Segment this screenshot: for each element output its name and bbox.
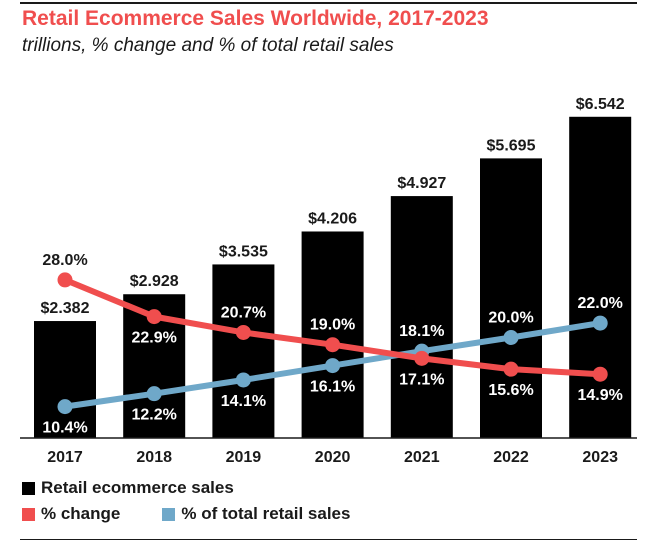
share-point-2022 [503, 330, 519, 345]
change-label-2019: 20.7% [221, 304, 266, 321]
legend-swatch-share [162, 507, 176, 521]
change-point-2023 [592, 366, 608, 382]
share-label-2019: 14.1% [221, 393, 266, 410]
share-label-2018: 12.2% [132, 407, 177, 424]
legend-row-2: % change % of total retail sales [22, 504, 392, 524]
change-label-2017: 28.0% [42, 252, 87, 269]
legend-label-share: % of total retail sales [181, 504, 351, 523]
legend-item-sales: Retail ecommerce sales [22, 478, 234, 498]
bar-label-2021: $4.927 [397, 175, 446, 192]
chart-title: Retail Ecommerce Sales Worldwide, 2017-2… [22, 7, 489, 30]
change-point-2021 [414, 350, 430, 366]
bar-label-2023: $6.542 [576, 96, 625, 113]
share-point-2018 [146, 386, 162, 402]
change-point-2018 [146, 309, 162, 325]
bar-2021 [390, 196, 453, 438]
bar-label-2022: $5.695 [487, 137, 536, 154]
share-point-2017 [57, 399, 73, 415]
x-tick-label-2021: 2021 [404, 449, 440, 466]
legend-label-sales: Retail ecommerce sales [41, 478, 234, 497]
legend-item-change: % change [22, 504, 120, 524]
x-tick-label-2020: 2020 [315, 449, 351, 466]
change-point-2019 [235, 324, 251, 340]
share-label-2022: 20.0% [488, 310, 533, 327]
share-point-2020 [325, 358, 341, 374]
x-tick-label-2019: 2019 [226, 449, 262, 466]
bar-label-2019: $3.535 [219, 243, 268, 260]
bar-2022 [480, 158, 542, 439]
legend-swatch-change [22, 507, 35, 521]
bar-2023 [569, 116, 632, 438]
bar-label-2018: $2.928 [130, 273, 179, 290]
legend-label-change: % change [41, 504, 121, 523]
change-point-2022 [503, 361, 519, 377]
x-tick-label-2023: 2023 [582, 449, 618, 466]
legend-item-share: % of total retail sales [162, 504, 350, 524]
change-label-2021: 17.1% [399, 371, 444, 388]
top-rule [20, 2, 637, 4]
change-point-2020 [325, 337, 341, 353]
bar-2019 [212, 264, 275, 438]
change-label-2018: 22.9% [132, 330, 177, 347]
bar-2020 [301, 231, 364, 438]
legend-swatch-sales [22, 481, 35, 495]
share-label-2020: 16.1% [310, 379, 355, 396]
change-label-2023: 14.9% [578, 387, 623, 404]
bottom-rule [20, 539, 637, 540]
change-label-2020: 19.0% [310, 317, 355, 334]
chart-subtitle: trillions, % change and % of total retai… [22, 35, 394, 56]
bar-2017 [34, 321, 96, 438]
bar-label-2017: $2.382 [41, 300, 90, 317]
share-label-2023: 22.0% [578, 295, 623, 312]
share-label-2017: 10.4% [42, 420, 87, 437]
legend-row-1: Retail ecommerce sales [22, 478, 276, 498]
share-point-2019 [235, 372, 251, 388]
share-label-2021: 18.1% [399, 323, 444, 340]
change-label-2022: 15.6% [488, 382, 533, 399]
change-point-2017 [57, 272, 73, 288]
x-tick-label-2018: 2018 [136, 449, 172, 466]
x-tick-label-2022: 2022 [493, 449, 529, 466]
share-point-2023 [592, 315, 608, 331]
x-tick-label-2017: 2017 [47, 449, 83, 466]
bar-label-2020: $4.206 [308, 210, 357, 227]
